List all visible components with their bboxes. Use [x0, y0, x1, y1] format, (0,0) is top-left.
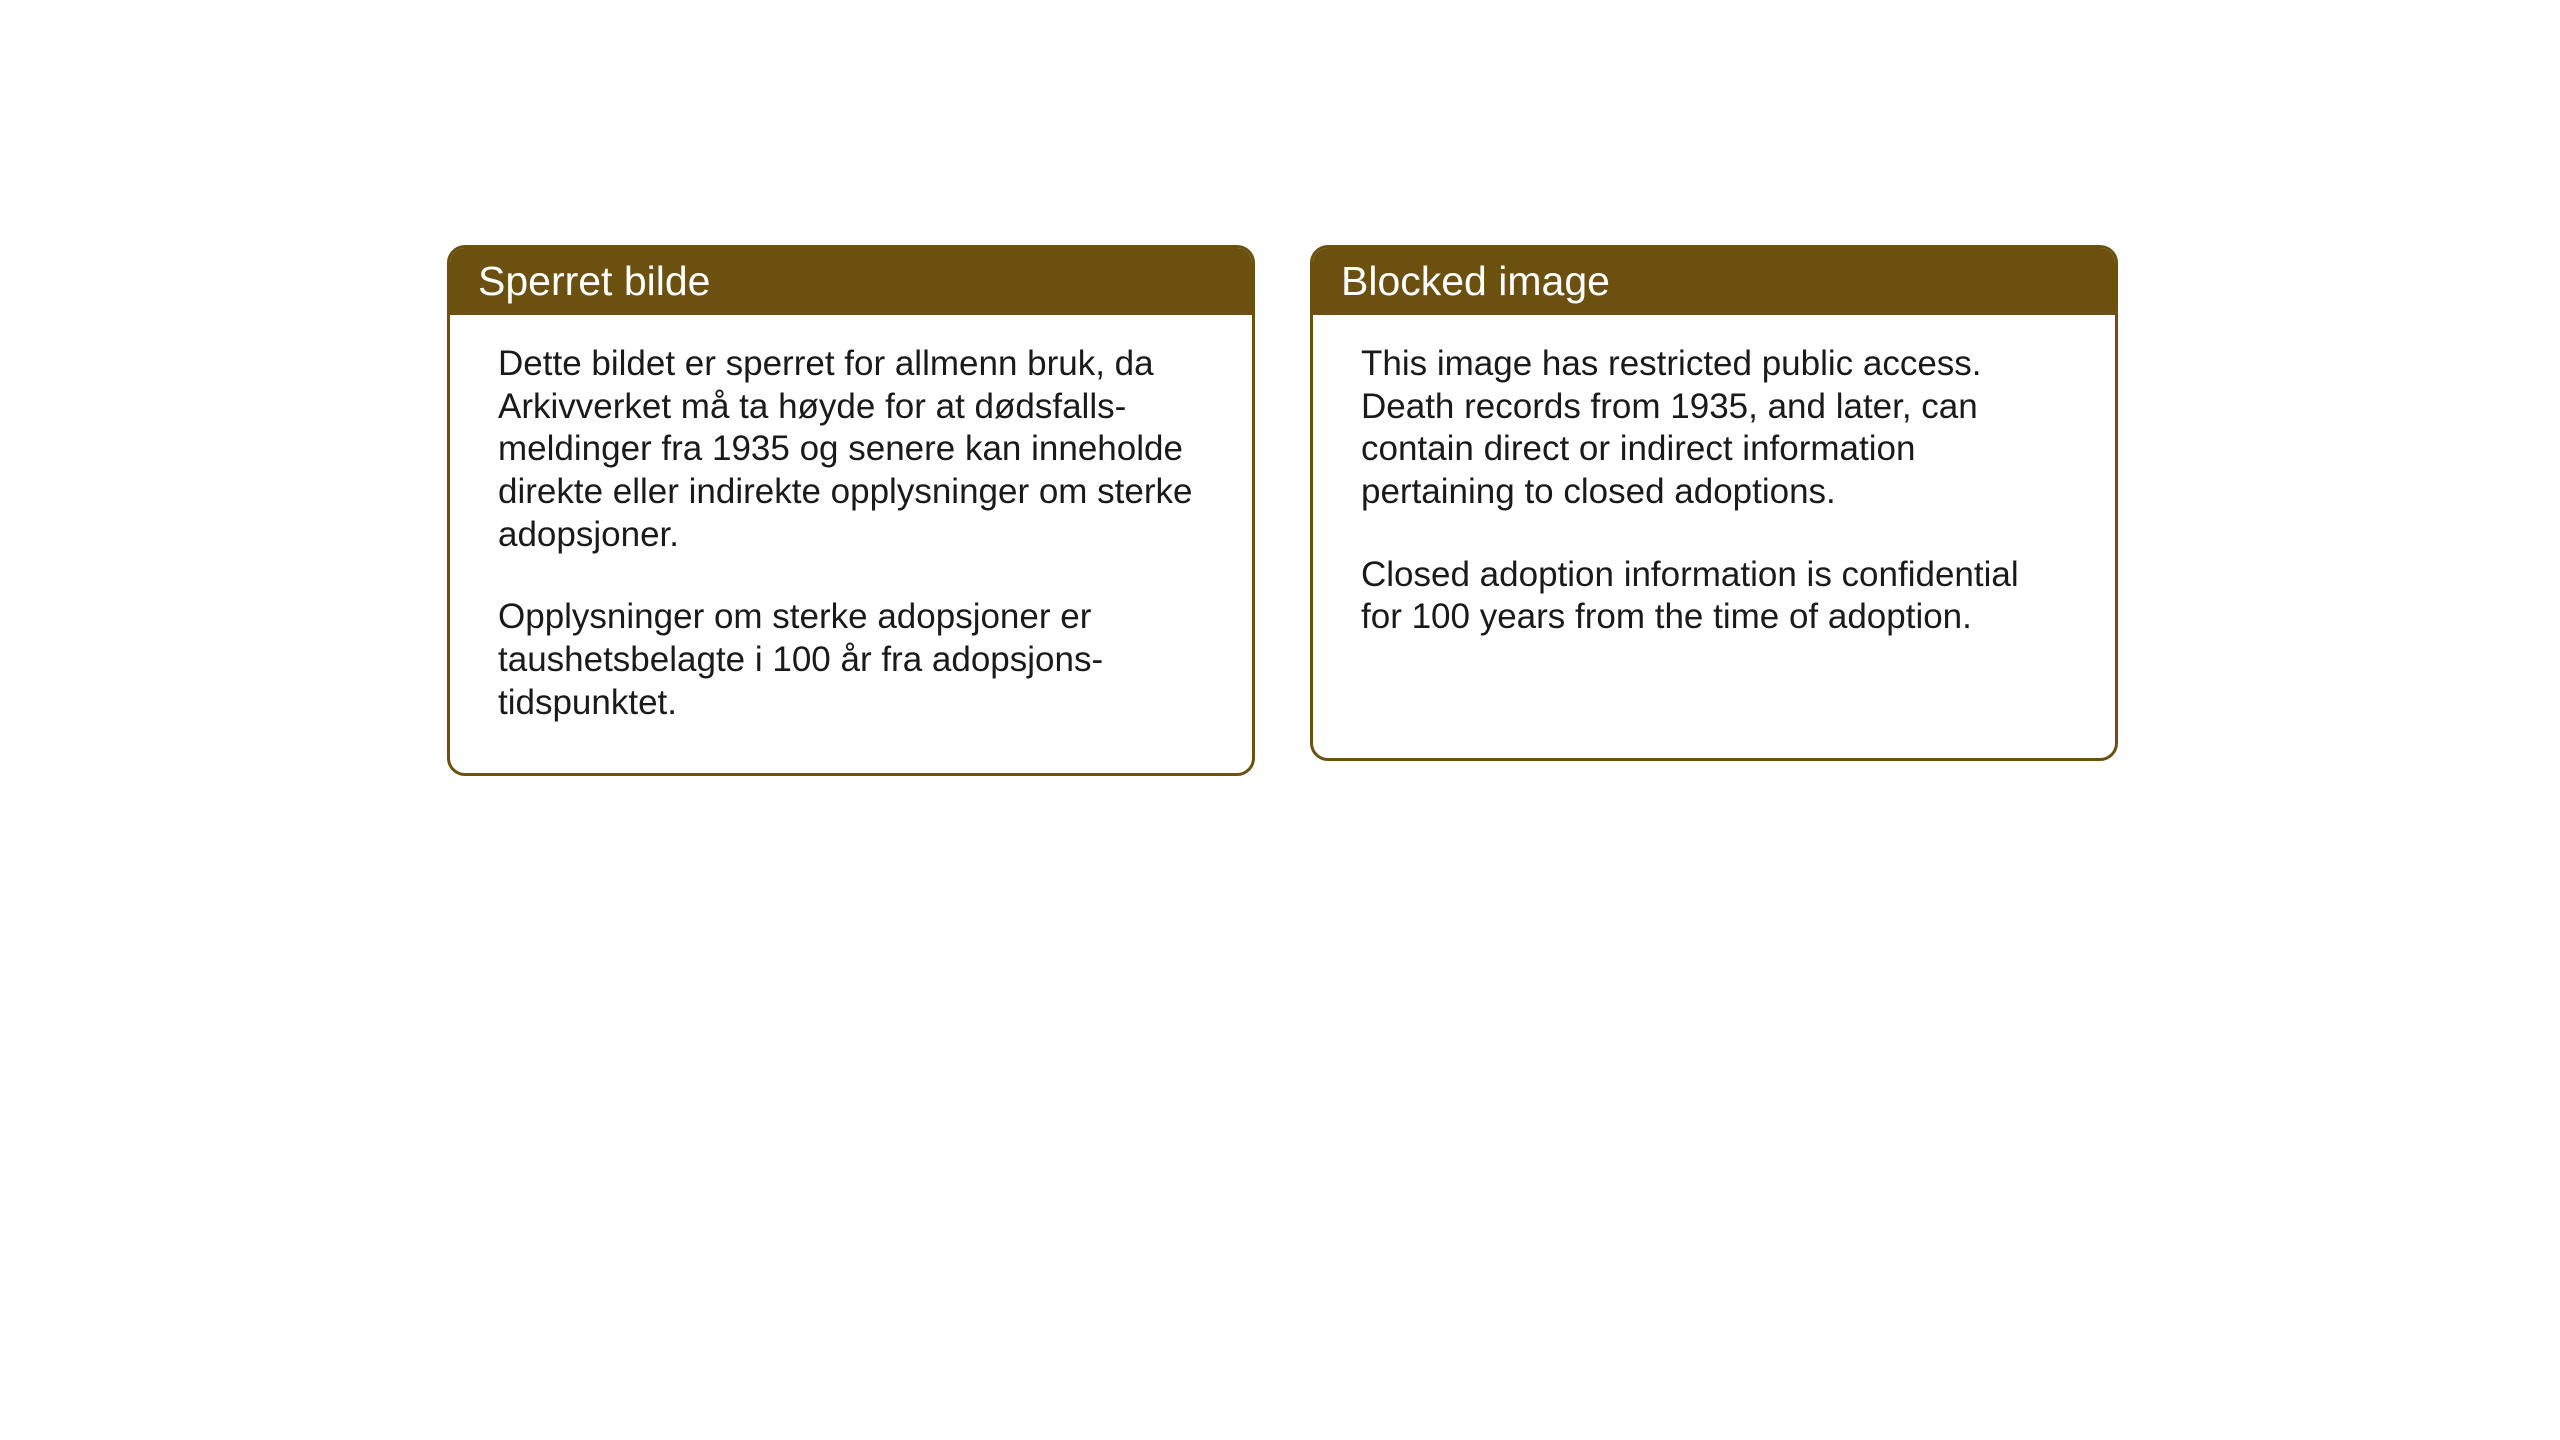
norwegian-card-title: Sperret bilde [478, 258, 710, 304]
english-card: Blocked image This image has restricted … [1310, 245, 2118, 761]
norwegian-card: Sperret bilde Dette bildet er sperret fo… [447, 245, 1255, 776]
english-paragraph-1: This image has restricted public access.… [1361, 343, 2067, 514]
cards-container: Sperret bilde Dette bildet er sperret fo… [447, 245, 2118, 776]
english-paragraph-2: Closed adoption information is confident… [1361, 554, 2067, 639]
norwegian-paragraph-1: Dette bildet er sperret for allmenn bruk… [498, 343, 1204, 556]
english-card-body: This image has restricted public access.… [1313, 315, 2115, 687]
norwegian-card-header: Sperret bilde [450, 248, 1252, 315]
norwegian-paragraph-2: Opplysninger om sterke adopsjoner er tau… [498, 596, 1204, 724]
english-card-header: Blocked image [1313, 248, 2115, 315]
english-card-title: Blocked image [1341, 258, 1610, 304]
norwegian-card-body: Dette bildet er sperret for allmenn bruk… [450, 315, 1252, 773]
